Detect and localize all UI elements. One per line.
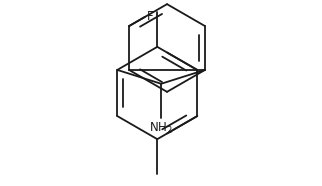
Text: F: F: [147, 10, 153, 23]
Text: NH$_2$: NH$_2$: [149, 121, 173, 136]
